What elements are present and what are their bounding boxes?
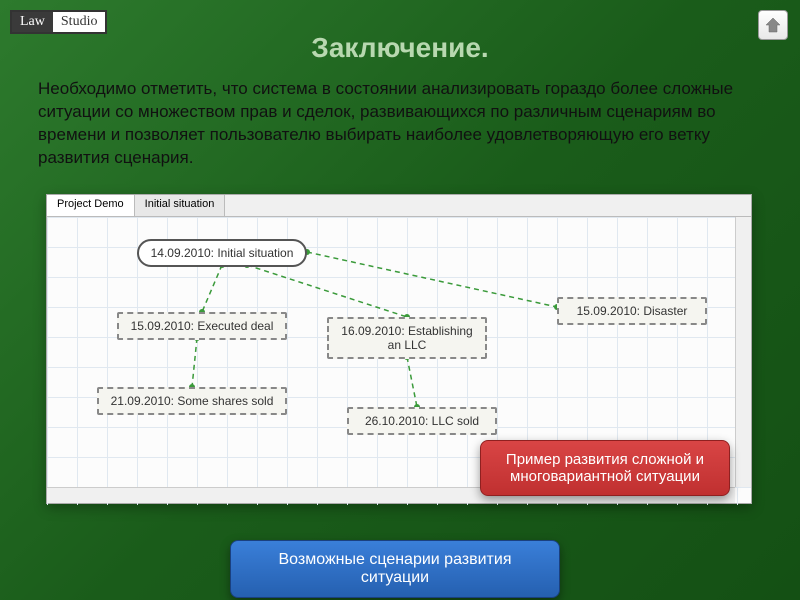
tab-initial-situation[interactable]: Initial situation: [135, 195, 226, 216]
logo-studio: Studio: [53, 12, 106, 32]
node-n4[interactable]: 26.10.2010: LLC sold: [347, 407, 497, 435]
node-root[interactable]: 14.09.2010: Initial situation: [137, 239, 307, 267]
node-n1[interactable]: 15.09.2010: Executed deal: [117, 312, 287, 340]
tab-bar: Project Demo Initial situation: [47, 195, 751, 217]
tab-project-demo[interactable]: Project Demo: [47, 195, 135, 216]
page-title: Заключение.: [0, 32, 800, 64]
red-callout: Пример развития сложной и многовариантно…: [480, 440, 730, 496]
logo: Law Studio: [10, 10, 107, 34]
scrollbar-vertical[interactable]: [735, 217, 751, 487]
blue-callout: Возможные сценарии развития ситуации: [230, 540, 560, 598]
logo-law: Law: [12, 12, 53, 32]
node-n3[interactable]: 16.09.2010: Establishing an LLC: [327, 317, 487, 359]
body-text: Необходимо отметить, что система в состо…: [38, 78, 762, 170]
node-n5[interactable]: 15.09.2010: Disaster: [557, 297, 707, 325]
node-n2[interactable]: 21.09.2010: Some shares sold: [97, 387, 287, 415]
